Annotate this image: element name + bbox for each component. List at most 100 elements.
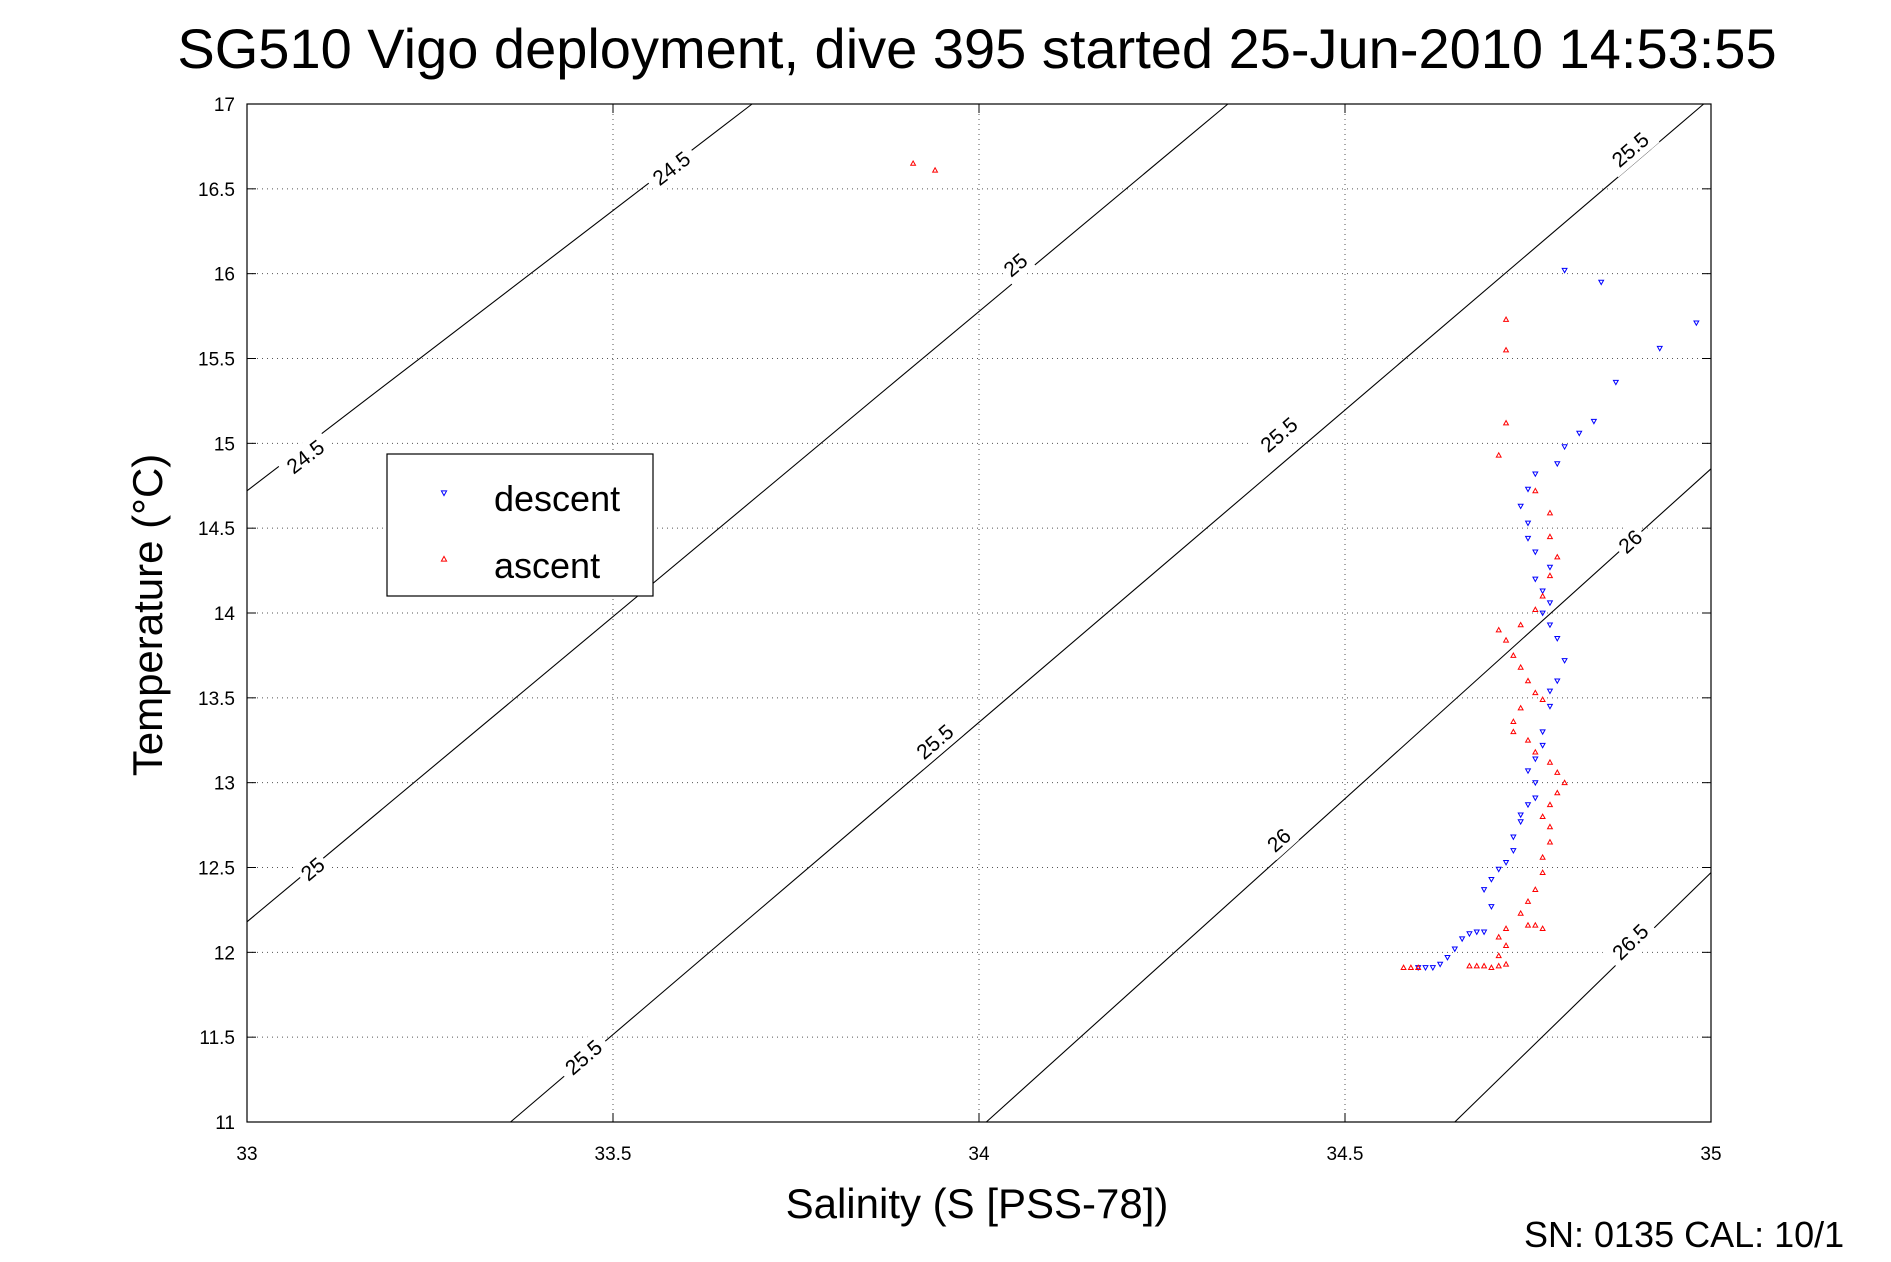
serial-calibration-footer: SN: 0135 CAL: 10/1 [1524,1214,1844,1255]
ascent-point [1488,964,1495,971]
descent-point [1458,936,1466,943]
legend-box [386,453,654,597]
contour-label-bg [995,245,1036,285]
ascent-point [1495,933,1502,940]
ascent-point [1546,572,1554,579]
density-contours [246,103,1712,1123]
descent-point [1436,961,1444,968]
ascent-point [1532,748,1539,755]
descent-point [1561,444,1568,451]
ascent-point [1561,779,1568,786]
descent-point [1539,588,1546,595]
ascent-point [1539,925,1546,931]
ascent-point [1495,952,1502,959]
descent-point [1488,876,1495,883]
contour-label-bg [554,1030,613,1085]
x-tick-label: 34 [968,1144,990,1165]
y-tick-label: 11 [215,1113,235,1134]
legend-label-descent: descent [494,478,620,519]
ascent-point [1546,509,1554,516]
ascent-point [1414,964,1422,971]
ascent-point [1532,921,1539,928]
y-tick-label: 17 [214,95,235,116]
ascent-point [931,166,939,173]
ascent-point [1554,553,1561,560]
descent-point [1546,600,1554,607]
ascent-point [1517,663,1524,670]
series-ascent [909,159,1568,971]
y-tick-label: 16 [214,265,235,286]
y-tick-label: 14 [214,604,236,625]
axis-tick-labels: 33 33.5 34 34.5 35 11 11.5 12 12.5 13 13.5 14 14.5 15… [198,95,1722,1165]
descent-point [1693,320,1700,327]
ascent-point [1510,728,1517,735]
descent-point [1524,520,1532,527]
ascent-point [1554,769,1561,775]
ascent-point [1546,758,1554,765]
contour-label-bg [1601,122,1660,178]
descent-point [1510,834,1517,841]
ascent-point [1473,962,1481,969]
descent-point [1524,486,1532,493]
contour-line [246,103,1229,923]
ascent-point [1517,704,1524,711]
ascent-point [909,159,917,166]
ascent-point [1502,925,1510,931]
descent-point [1532,549,1539,556]
descent-point [1502,859,1510,866]
descent-point [1517,812,1524,819]
descent-point [1539,729,1546,736]
ascent-point [1502,316,1510,322]
descent-point [1561,658,1568,664]
contour-label-bg [1610,522,1651,562]
ascent-point [1539,869,1546,876]
descent-point [1554,636,1561,642]
ascent-point [1517,621,1524,628]
contour-line [985,468,1712,1123]
descent-point [1532,795,1539,802]
ascent-point [1400,964,1407,971]
ascent-point [1510,651,1517,658]
chart-title: SG510 Vigo deployment, dive 395 started … [177,17,1776,80]
legend-marker-shape-descent [440,490,448,497]
y-axis-label: Temperature (°C) [124,454,171,777]
descent-point [1532,780,1539,787]
plot-grid [247,104,1711,1122]
descent-point [1466,931,1473,938]
y-tick-label: 12 [214,943,235,964]
descent-point [1539,742,1546,749]
descent-point [1546,688,1554,695]
descent-point [1488,904,1495,910]
data-series [909,159,1700,972]
ascent-point [1524,921,1532,928]
descent-point [1546,703,1554,710]
axis-ticks [246,103,1712,1123]
descent-point [1524,535,1532,542]
contour-label-bg [293,849,333,889]
legend-marker-descent [440,490,448,497]
x-tick-label: 35 [1700,1144,1721,1165]
contour-label-bg [1250,407,1309,463]
ascent-point [1539,696,1546,702]
descent-point [1612,379,1620,386]
descent-point [1524,768,1532,775]
descent-point [1429,965,1437,972]
legend-label-ascent: ascent [494,545,600,586]
ascent-point [1466,962,1473,969]
ascent-point [1517,909,1524,916]
ascent-point [1495,451,1502,458]
descent-point [1546,564,1554,571]
descent-point [1532,756,1539,763]
y-tick-label: 13.5 [198,689,235,710]
descent-point [1539,610,1546,617]
descent-point [1561,267,1568,274]
x-tick-label: 33 [236,1144,257,1165]
descent-point [1422,965,1429,972]
descent-point [1473,929,1481,936]
descent-point [1656,345,1664,352]
series-descent [1414,267,1700,972]
ascent-point [1510,718,1517,725]
descent-point [1510,848,1517,854]
